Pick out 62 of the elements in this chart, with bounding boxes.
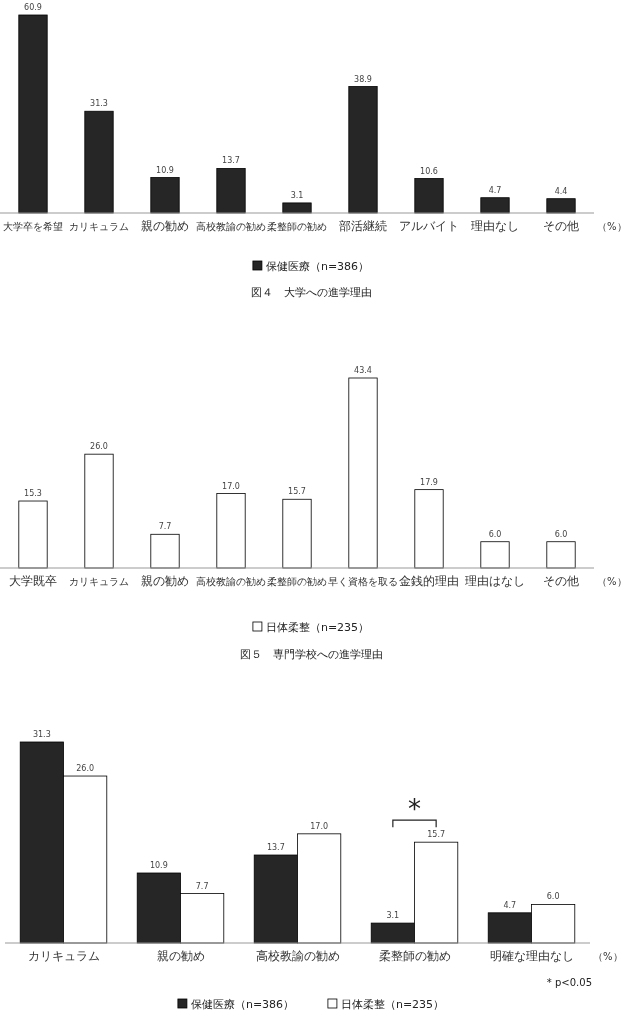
data-label: 7.7 — [158, 522, 172, 532]
text: 図４ 大学への進学理由 — [251, 286, 372, 298]
data-label: 6.0 — [488, 529, 502, 539]
data-label: 4.7 — [503, 900, 517, 910]
data-label: 31.3 — [32, 730, 51, 739]
x-tick-label: 理由なし — [471, 219, 519, 233]
data-label: 43.4 — [354, 366, 372, 375]
x-tick-label: その他 — [543, 219, 579, 233]
x-tick-label: 高校教諭の勧め — [196, 576, 266, 587]
data-label: 26.0 — [76, 764, 95, 774]
data-label: 3.1 — [290, 190, 304, 200]
legend-label: 日体柔整（n=235） — [265, 621, 370, 634]
x-axis-title: （%） — [597, 576, 623, 587]
data-label: 10.6 — [420, 166, 438, 176]
x-tick-label: 部活継続 — [339, 219, 387, 233]
x-tick-label: 大学既卒 — [9, 574, 57, 588]
x-tick-label: 早く資格を取る — [328, 576, 398, 587]
data-label: 4.7 — [488, 185, 502, 195]
x-tick-label: 理由はなし — [465, 574, 525, 588]
data-label: 13.7 — [222, 156, 240, 166]
data-label: 17.9 — [420, 477, 438, 487]
data-label: 26.0 — [90, 442, 108, 452]
text: 図５ 専門学校への進学理由 — [240, 648, 383, 660]
data-label: 4.4 — [554, 186, 568, 196]
legend-label: 保健医療（n=386） — [265, 260, 370, 273]
data-label: 10.9 — [149, 861, 168, 870]
data-label: 38.9 — [354, 74, 372, 84]
data-label: 17.0 — [222, 481, 240, 491]
data-label: 31.3 — [90, 99, 108, 109]
x-tick-label: 明確な理由なし — [489, 949, 574, 963]
text: * p<0.05 — [546, 977, 592, 988]
x-tick-label: 高校教諭の勧め — [255, 949, 340, 963]
data-label: 3.1 — [386, 911, 400, 921]
x-tick-label: 柔整師の勧め — [378, 949, 451, 963]
x-axis-title: （%） — [597, 221, 623, 232]
data-label: 15.7 — [427, 830, 446, 840]
x-axis-title: （%） — [593, 951, 623, 962]
x-tick-label: カリキュラム — [69, 221, 129, 232]
x-tick-label: 親の勧め — [141, 219, 189, 233]
x-tick-label: その他 — [543, 574, 579, 588]
data-label: 17.0 — [310, 821, 329, 831]
x-tick-label: 柔整師の勧め — [267, 221, 327, 232]
x-tick-label: 柔整師の勧め — [267, 576, 327, 587]
annotation: * — [408, 794, 421, 825]
data-label: 60.9 — [24, 3, 42, 12]
data-label: 10.9 — [156, 165, 174, 175]
data-label: 7.7 — [195, 881, 209, 891]
x-tick-label: カリキュラム — [27, 949, 100, 963]
data-label: 13.7 — [266, 843, 285, 853]
x-tick-label: 高校教諭の勧め — [196, 221, 266, 232]
data-label: 15.7 — [288, 487, 306, 497]
x-tick-label: 親の勧め — [141, 574, 189, 588]
data-label: 15.3 — [24, 489, 42, 499]
data-label: 6.0 — [546, 892, 560, 902]
x-tick-label: 大学卒を希望 — [3, 221, 63, 232]
x-tick-label: カリキュラム — [69, 576, 129, 587]
x-tick-label: アルバイト — [399, 219, 459, 233]
x-tick-label: 親の勧め — [156, 949, 205, 963]
legend-label: 日体柔整（n=235） — [340, 998, 445, 1011]
x-tick-label: 金銭的理由 — [399, 574, 459, 588]
data-label: 6.0 — [554, 529, 568, 539]
legend-label: 保健医療（n=386） — [190, 998, 295, 1011]
